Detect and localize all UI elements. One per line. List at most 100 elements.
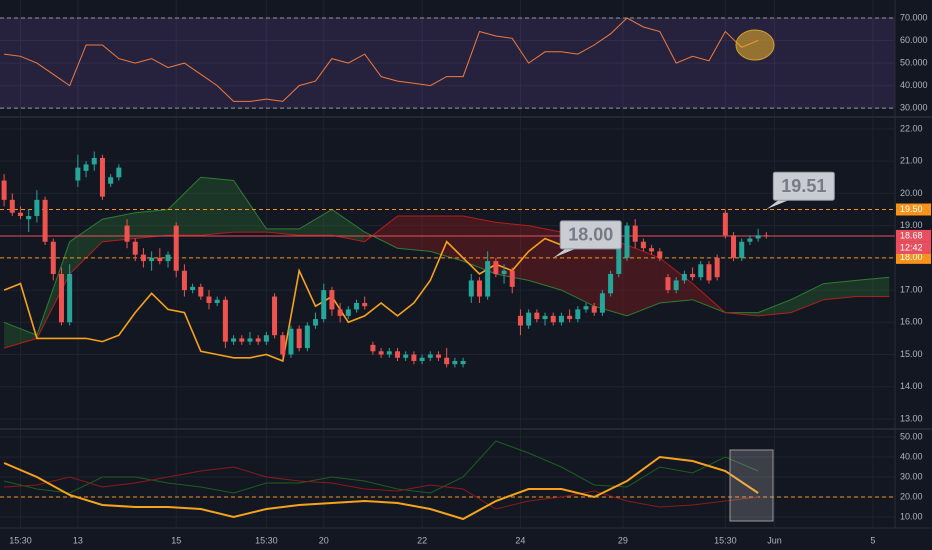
cloud-fill [266, 228, 300, 236]
candle-body [34, 199, 40, 216]
candle-body [575, 309, 581, 320]
candle-body [763, 235, 769, 237]
candle-body [591, 306, 597, 313]
candle-body [370, 344, 376, 352]
candle-body [67, 273, 73, 323]
candle-body [534, 312, 540, 320]
candle-body [444, 357, 450, 365]
cloud-fill [856, 277, 890, 297]
candle-body [427, 354, 433, 358]
countdown-tag [896, 241, 931, 254]
candle-body [181, 270, 187, 291]
candle-body [222, 299, 228, 342]
candle-body [542, 315, 548, 320]
candle-body [526, 312, 532, 326]
highlight-box [729, 449, 774, 522]
y-tick-label: 22.00 [900, 123, 923, 133]
indicator-line [3, 455, 759, 521]
candle-body [698, 264, 704, 278]
candle-body [345, 309, 351, 316]
candle-body [321, 290, 327, 320]
candle-body [550, 315, 556, 323]
candle-body [714, 257, 720, 278]
price-tag-label: 18.68 [900, 230, 923, 240]
candle-body [616, 248, 622, 274]
candle-body [681, 273, 687, 281]
candle-body [329, 290, 335, 310]
y-tick-label: 17.00 [900, 284, 923, 294]
y-tick-label: 20.00 [900, 188, 923, 198]
candle-body [378, 351, 384, 355]
x-tick-label: 20 [319, 535, 329, 545]
candle-body [665, 277, 671, 291]
candle-body [755, 235, 761, 239]
x-tick-label: 15:30 [714, 535, 737, 545]
candle-body [501, 270, 507, 274]
cloud-fill [627, 245, 660, 316]
cloud-fill [299, 209, 332, 236]
y-tick-label: 50.00 [900, 431, 923, 441]
y-tick-label: 50.000 [900, 57, 928, 67]
candle-body [206, 296, 212, 303]
candle-body [567, 315, 573, 320]
candle-body [263, 335, 269, 342]
candle-body [149, 257, 155, 262]
candle-body [91, 157, 97, 165]
candle-body [608, 273, 614, 294]
candle-body [231, 338, 237, 342]
candle-body [649, 248, 655, 252]
candle-body [640, 241, 646, 249]
countdown-label: 12:42 [900, 242, 923, 252]
x-tick-label: 15 [171, 535, 181, 545]
candle-body [739, 241, 745, 258]
candle-body [509, 270, 515, 287]
price-tag-label: 18.00 [900, 252, 923, 262]
y-tick-label: 14.00 [900, 381, 923, 391]
candle-body [435, 354, 441, 358]
candle-body [132, 241, 138, 255]
cloud-fill [758, 299, 791, 316]
candle-body [190, 286, 196, 291]
candle-body [452, 360, 458, 365]
cloud-span-b [3, 215, 890, 349]
cloud-fill [397, 216, 431, 252]
x-tick-label: 22 [417, 535, 427, 545]
candle-body [83, 164, 89, 171]
candle-body [624, 225, 630, 258]
lagging-line [3, 237, 579, 363]
x-tick-label: 5 [870, 535, 875, 545]
candle-body [673, 280, 679, 291]
price-tag [896, 229, 931, 242]
candle-body [9, 199, 15, 213]
candle-body [124, 225, 130, 242]
y-tick-label: 60.000 [900, 35, 928, 45]
x-tick-label: 13 [73, 535, 83, 545]
candle-body [403, 354, 409, 358]
indicator-line [3, 440, 759, 494]
candle-body [731, 235, 737, 258]
candle-body [140, 254, 146, 262]
cloud-fill [135, 209, 168, 239]
candle-body [17, 212, 23, 216]
candle-body [599, 293, 605, 313]
y-tick-label: 70.000 [900, 12, 928, 22]
cloud-span-a [3, 176, 890, 336]
candle-body [157, 257, 163, 262]
indicator-line [4, 466, 759, 510]
y-tick-label: 30.000 [900, 102, 928, 112]
candle-body [362, 302, 368, 307]
cloud-fill [823, 280, 857, 300]
candle-body [198, 286, 204, 297]
candle-body [272, 296, 278, 336]
price-tag-label: 19.50 [900, 204, 923, 214]
candle-body [690, 273, 696, 278]
y-tick-label: 40.000 [900, 80, 928, 90]
candle-body [255, 338, 261, 342]
candle-body [214, 299, 220, 303]
y-tick-label: 30.00 [900, 471, 923, 481]
candle-body [165, 254, 171, 262]
candle-body [558, 315, 564, 323]
